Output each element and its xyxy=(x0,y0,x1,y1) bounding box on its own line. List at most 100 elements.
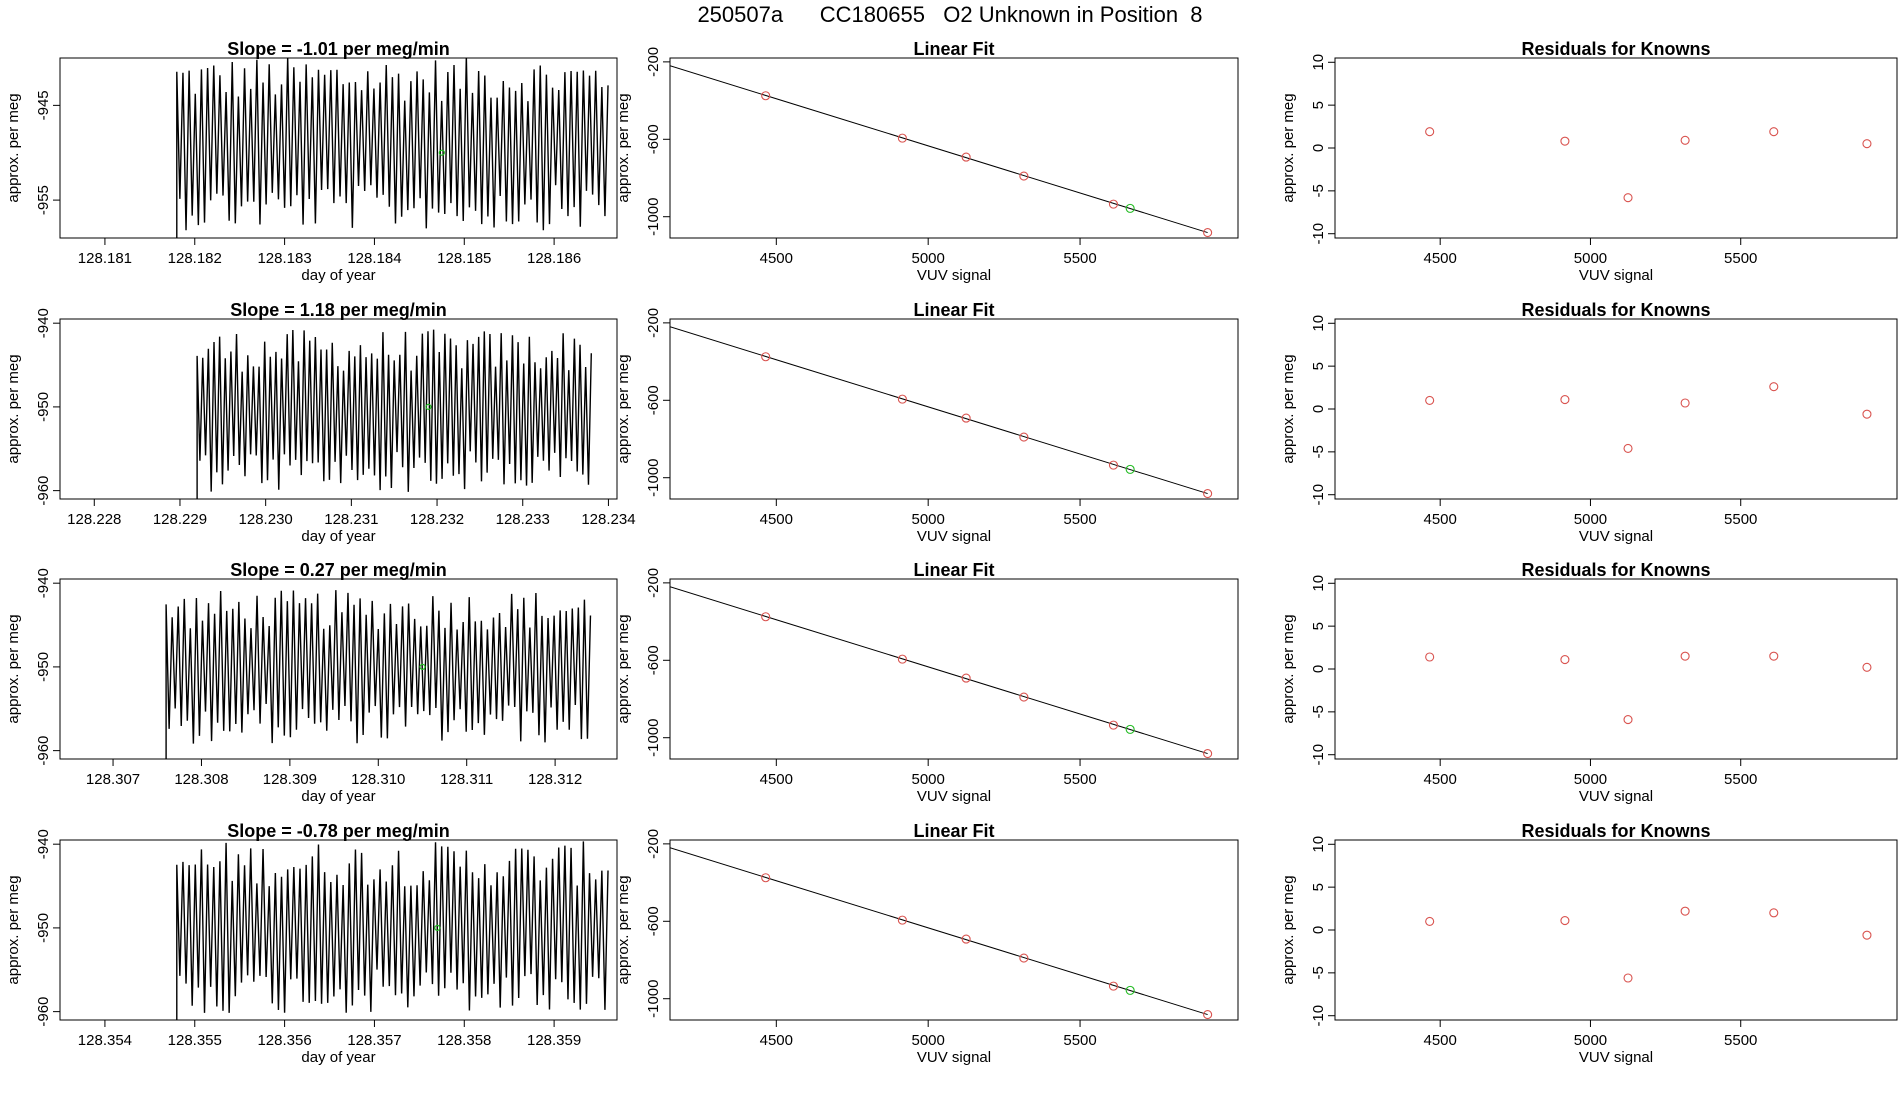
plot-area xyxy=(1425,651,1872,725)
x-tick-label: 128.233 xyxy=(496,511,550,528)
residual-point xyxy=(1680,651,1690,661)
y-tick-label: -960 xyxy=(35,736,52,766)
known-point xyxy=(1019,692,1029,702)
plot-frame xyxy=(1334,839,1898,1021)
residual-point xyxy=(1862,930,1872,940)
y-axis-label: approx. per meg xyxy=(615,93,632,202)
plot-area xyxy=(1425,382,1872,453)
plot-area xyxy=(670,326,1213,499)
residual-point xyxy=(1769,651,1779,661)
unknown-point xyxy=(1125,203,1135,213)
x-tick-label: 128.228 xyxy=(67,511,121,528)
residual-point xyxy=(1425,652,1435,662)
x-tick-label: 5000 xyxy=(911,1032,944,1049)
plot-frame xyxy=(59,318,618,500)
residual-point xyxy=(1623,193,1633,203)
unknown-point xyxy=(1125,464,1135,474)
panel-title: Residuals for Knowns xyxy=(1521,39,1710,59)
y-tick-label: -10 xyxy=(1310,484,1327,506)
x-axis-label: day of year xyxy=(301,267,375,284)
x-tick-label: 5500 xyxy=(1724,511,1757,528)
panel-title: Linear Fit xyxy=(913,560,994,580)
plot-area xyxy=(196,329,592,499)
known-point xyxy=(961,413,971,423)
x-tick-label: 128.182 xyxy=(168,250,222,267)
known-point xyxy=(1203,1010,1213,1020)
residual-point xyxy=(1769,382,1779,392)
x-tick-label: 128.312 xyxy=(528,771,582,788)
x-tick-label: 128.234 xyxy=(581,511,635,528)
y-axis-label: approx. per meg xyxy=(1280,354,1297,463)
known-point xyxy=(897,915,907,925)
x-tick-label: 128.355 xyxy=(168,1032,222,1049)
residual-point xyxy=(1560,655,1570,665)
figure-title: 250507a CC180655 O2 Unknown in Position … xyxy=(697,2,1203,27)
x-axis-label: day of year xyxy=(301,528,375,545)
known-point xyxy=(897,133,907,143)
known-point xyxy=(1108,720,1119,730)
y-tick-label: -950 xyxy=(35,652,52,682)
known-point xyxy=(1019,171,1029,181)
x-axis-label: VUV signal xyxy=(917,267,991,284)
y-tick-label: -5 xyxy=(1310,966,1327,979)
y-tick-label: -5 xyxy=(1310,445,1327,458)
residual-point xyxy=(1560,136,1570,146)
y-tick-label: -600 xyxy=(645,124,662,154)
y-tick-label: 10 xyxy=(1310,54,1327,71)
plot-frame xyxy=(59,578,618,760)
unknown-point xyxy=(434,924,441,932)
y-tick-label: -950 xyxy=(35,392,52,422)
unknown-point xyxy=(1125,724,1135,734)
y-tick-label: -955 xyxy=(35,185,52,215)
y-tick-label: -1000 xyxy=(645,459,662,497)
x-axis-label: VUV signal xyxy=(917,788,991,805)
known-point xyxy=(1108,199,1119,209)
panel-title: Slope = 1.18 per meg/min xyxy=(230,300,447,320)
x-tick-label: 5500 xyxy=(1063,250,1096,267)
plot-frame xyxy=(59,57,618,239)
panel-linear-fit-row-2: Linear Fit 4500 5000 5500 VUV signal -200 -600… xyxy=(615,300,1239,545)
fit-line xyxy=(670,65,1208,234)
known-point xyxy=(761,91,771,101)
plot-area xyxy=(165,590,592,759)
panel-time-series-row-1: Slope = -1.01 per meg/min 128.181 128.182 1… xyxy=(5,39,618,284)
x-tick-label: 4500 xyxy=(1423,250,1456,267)
known-point xyxy=(897,394,907,404)
residual-point xyxy=(1680,135,1690,145)
y-tick-label: -1000 xyxy=(645,980,662,1018)
y-axis-label: approx. per meg xyxy=(5,614,22,723)
residual-point xyxy=(1680,398,1690,408)
unknown-point xyxy=(1125,985,1135,995)
x-axis-label: day of year xyxy=(301,788,375,805)
x-tick-label: 5500 xyxy=(1724,250,1757,267)
x-axis-label: VUV signal xyxy=(917,528,991,545)
plot-area xyxy=(1425,127,1872,203)
panel-linear-fit-row-3: Linear Fit 4500 5000 5500 VUV signal -200 -600… xyxy=(615,560,1239,805)
x-tick-label: 5500 xyxy=(1063,511,1096,528)
known-point xyxy=(961,934,971,944)
residual-point xyxy=(1425,916,1435,926)
y-axis-label: approx. per meg xyxy=(5,354,22,463)
panel-title: Slope = -1.01 per meg/min xyxy=(227,39,450,59)
time-series-trace xyxy=(176,841,609,1020)
known-point xyxy=(761,352,771,362)
y-tick-label: 10 xyxy=(1310,836,1327,853)
residual-point xyxy=(1862,409,1872,419)
plot-area xyxy=(670,586,1213,759)
plot-area xyxy=(176,58,609,238)
x-tick-label: 128.232 xyxy=(410,511,464,528)
panel-title: Linear Fit xyxy=(913,821,994,841)
panel-residuals-row-2: Residuals for Knowns 4500 5000 5500 VUV sign… xyxy=(1280,300,1898,545)
y-tick-label: -960 xyxy=(35,476,52,506)
x-tick-label: 128.184 xyxy=(347,250,401,267)
panel-title: Slope = -0.78 per meg/min xyxy=(227,821,450,841)
y-axis-label: approx. per meg xyxy=(615,354,632,463)
known-point xyxy=(761,873,771,883)
y-axis-label: approx. per meg xyxy=(5,875,22,984)
residual-point xyxy=(1425,395,1435,405)
x-tick-label: 5500 xyxy=(1063,771,1096,788)
y-tick-label: -5 xyxy=(1310,184,1327,197)
y-tick-label: -945 xyxy=(35,90,52,120)
y-tick-label: 5 xyxy=(1310,622,1327,630)
x-tick-label: 128.183 xyxy=(257,250,311,267)
